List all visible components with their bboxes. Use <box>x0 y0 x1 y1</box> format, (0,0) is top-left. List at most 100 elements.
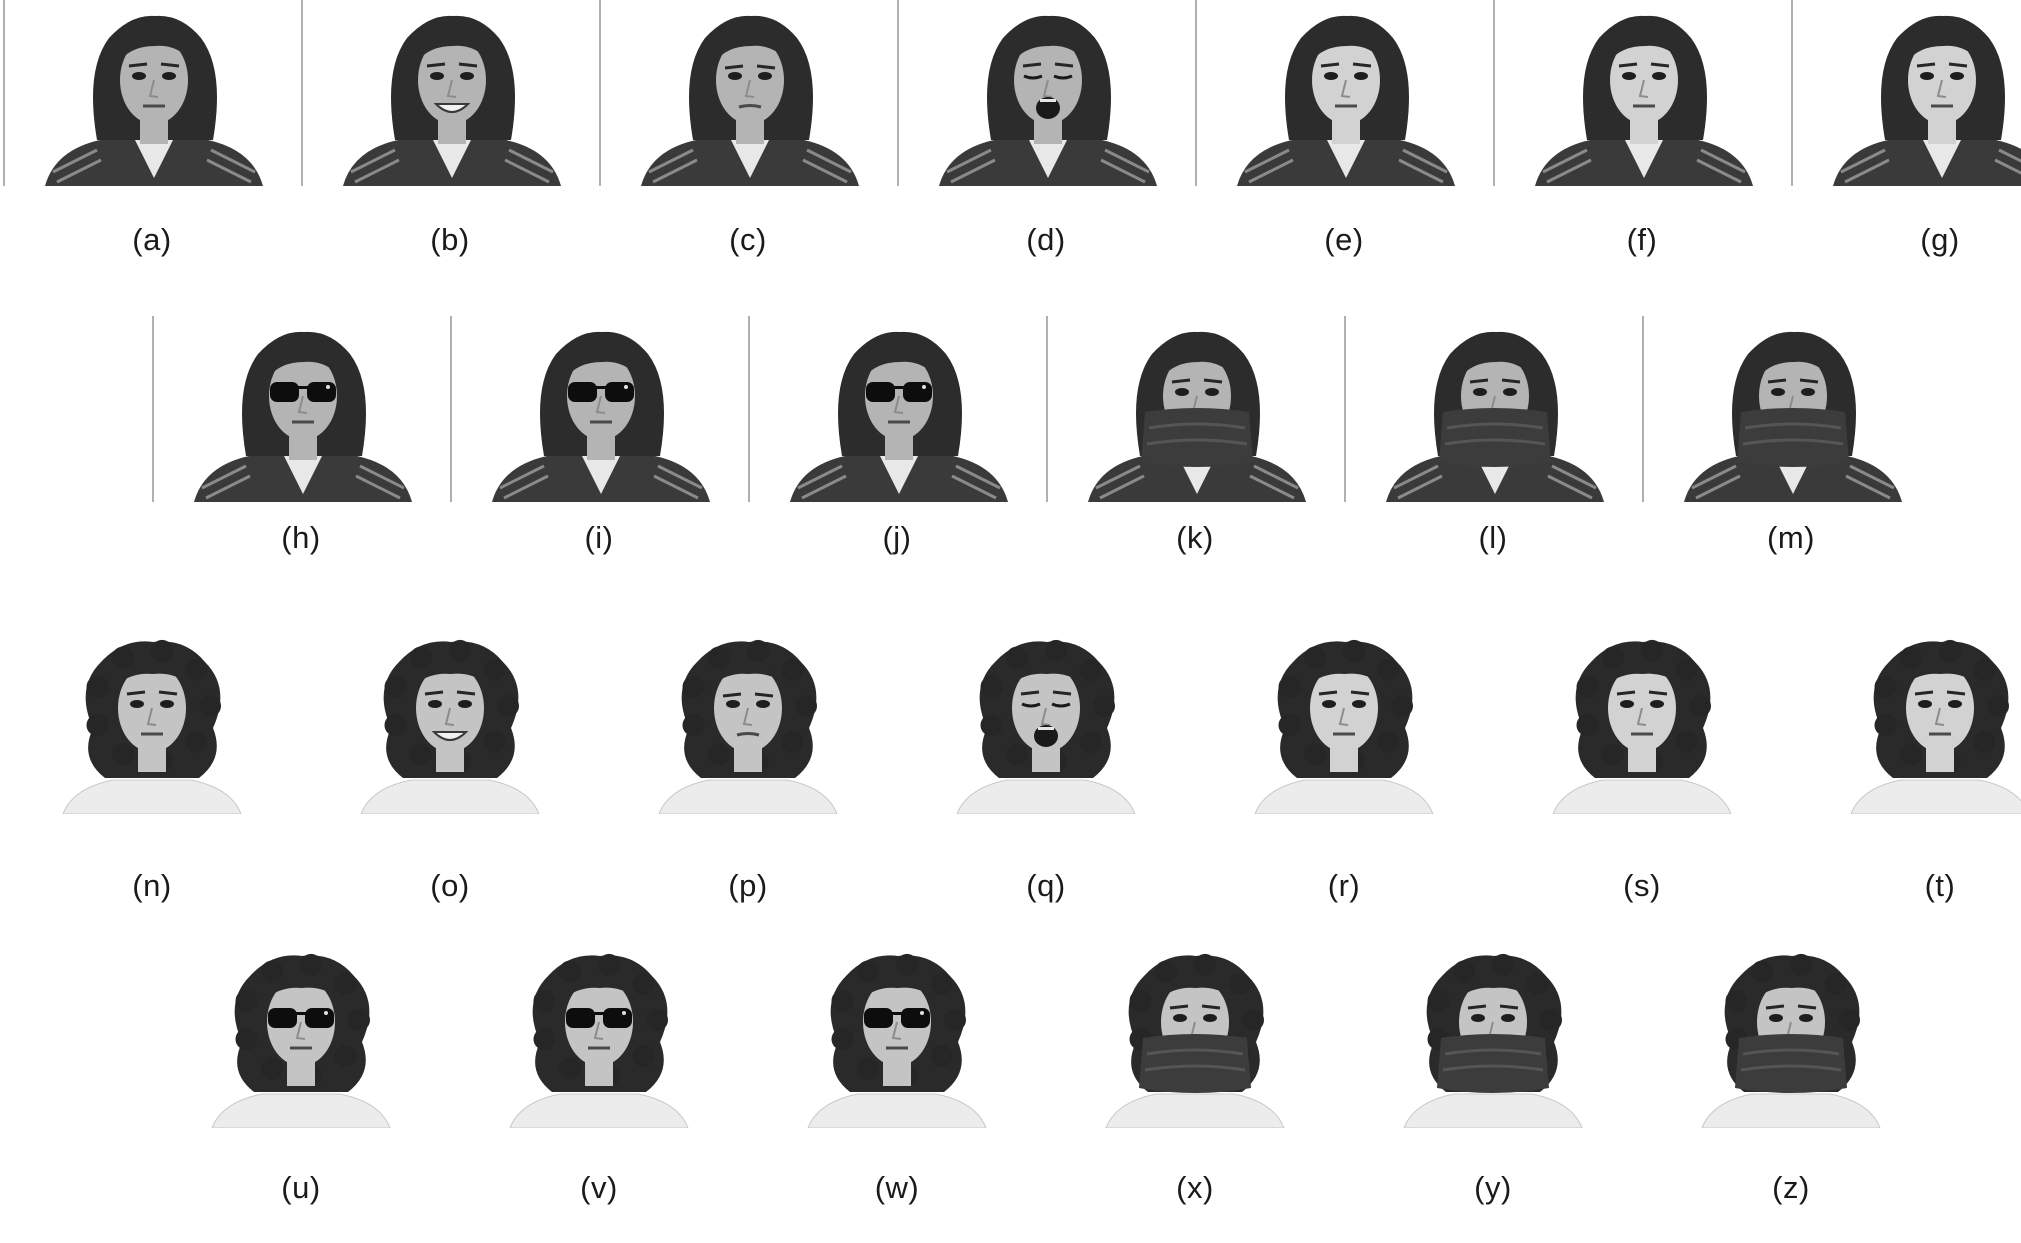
shirt-shape <box>1552 779 1732 814</box>
sunglasses-shape <box>866 382 932 402</box>
face-photo <box>450 942 748 1128</box>
face-photo <box>1493 0 1793 186</box>
face-photo <box>748 316 1048 502</box>
panel-caption: (r) <box>1327 868 1361 903</box>
face-photo <box>897 628 1195 814</box>
panel-caption: (w) <box>874 1170 920 1205</box>
face-photo <box>450 316 750 502</box>
portrait-image <box>956 639 1136 814</box>
sunglasses-shape <box>568 382 634 402</box>
panel-caption: (e) <box>1324 222 1364 257</box>
shirt-shape <box>1850 779 2021 814</box>
sunglasses-shape <box>270 382 336 402</box>
portrait-image <box>641 15 859 186</box>
scarf-shape <box>1737 408 1849 467</box>
face-photo <box>301 0 601 186</box>
face-photo <box>152 316 452 502</box>
portrait-image <box>939 15 1157 186</box>
panel-caption: (c) <box>729 222 767 257</box>
portrait-image <box>1552 639 1732 814</box>
face-photo <box>897 0 1197 186</box>
face-photo <box>3 0 303 186</box>
portrait-image <box>1386 331 1604 502</box>
panel-caption: (h) <box>281 520 321 555</box>
shirt-shape <box>658 779 838 814</box>
face-photo <box>301 628 599 814</box>
portrait-image <box>790 331 1008 502</box>
shirt-shape <box>1254 779 1434 814</box>
portrait-image <box>45 15 263 186</box>
portrait-image <box>492 331 710 502</box>
scarf-shape <box>1141 408 1253 467</box>
face-photo <box>1046 942 1344 1128</box>
panel-caption: (a) <box>132 222 172 257</box>
portrait-image <box>62 639 242 814</box>
shirt-shape <box>1701 1093 1881 1128</box>
shirt-shape <box>956 779 1136 814</box>
panel-caption: (q) <box>1026 868 1066 903</box>
shirt-shape <box>62 779 242 814</box>
sunglasses-shape <box>864 1008 930 1028</box>
panel-caption: (k) <box>1176 520 1214 555</box>
portrait-image <box>1684 331 1902 502</box>
panel-caption: (v) <box>580 1170 618 1205</box>
face-photo <box>3 628 301 814</box>
face-photo <box>1791 0 2021 186</box>
panel-caption: (d) <box>1026 222 1066 257</box>
scarf-shape <box>1439 408 1551 467</box>
portrait-image <box>1088 331 1306 502</box>
face-photo <box>1642 316 1942 502</box>
panel-caption: (x) <box>1176 1170 1214 1205</box>
portrait-image <box>807 953 987 1128</box>
sunglasses-shape <box>268 1008 334 1028</box>
panel-caption: (i) <box>584 520 614 555</box>
shirt-shape <box>1105 1093 1285 1128</box>
portrait-image <box>1535 15 1753 186</box>
portrait-image <box>1254 639 1434 814</box>
portrait-image <box>211 953 391 1128</box>
panel-caption: (t) <box>1924 868 1956 903</box>
shirt-shape <box>807 1093 987 1128</box>
face-photo <box>1791 628 2021 814</box>
scarf-shape <box>1735 1034 1847 1093</box>
panel-caption: (b) <box>430 222 470 257</box>
portrait-image <box>360 639 540 814</box>
panel-caption: (z) <box>1772 1170 1810 1205</box>
panel-caption: (y) <box>1474 1170 1512 1205</box>
panel-caption: (f) <box>1626 222 1658 257</box>
face-photo <box>599 628 897 814</box>
scarf-shape <box>1139 1034 1251 1093</box>
panel-caption: (p) <box>728 868 768 903</box>
portrait-image <box>343 15 561 186</box>
portrait-image <box>1105 953 1285 1128</box>
shirt-shape <box>509 1093 689 1128</box>
panel-caption: (l) <box>1478 520 1508 555</box>
shirt-shape <box>360 779 540 814</box>
face-photo <box>1046 316 1346 502</box>
face-photo <box>1195 628 1493 814</box>
panel-caption: (s) <box>1623 868 1661 903</box>
face-photo <box>152 942 450 1128</box>
sunglasses-shape <box>566 1008 632 1028</box>
portrait-image <box>1850 639 2021 814</box>
scarf-shape <box>1437 1034 1549 1093</box>
portrait-image <box>1237 15 1455 186</box>
face-photo <box>599 0 899 186</box>
portrait-image <box>658 639 838 814</box>
shirt-shape <box>1403 1093 1583 1128</box>
shirt-shape <box>211 1093 391 1128</box>
portrait-image <box>1833 15 2021 186</box>
face-photo <box>1344 316 1644 502</box>
face-photo <box>1344 942 1642 1128</box>
face-photo <box>1493 628 1791 814</box>
panel-caption: (j) <box>882 520 912 555</box>
face-photo <box>748 942 1046 1128</box>
portrait-image <box>1701 953 1881 1128</box>
face-photo <box>1195 0 1495 186</box>
panel-caption: (g) <box>1920 222 1960 257</box>
panel-caption: (m) <box>1767 520 1815 555</box>
portrait-image <box>509 953 689 1128</box>
panel-caption: (n) <box>132 868 172 903</box>
portrait-image <box>1403 953 1583 1128</box>
panel-caption: (u) <box>281 1170 321 1205</box>
